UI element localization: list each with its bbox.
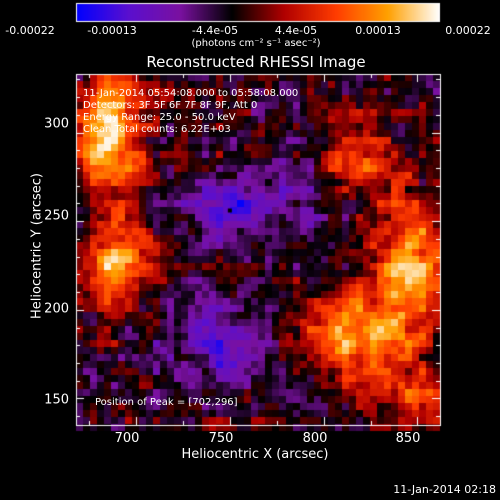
colorbar-unit-label: (photons cm⁻² s⁻¹ asec⁻²): [191, 38, 321, 49]
x-tick-700: 700: [114, 431, 140, 446]
annotation-energy-range: Energy Range: 25.0 - 50.0 keV: [83, 112, 236, 123]
x-axis-label: Heliocentric X (arcsec): [181, 447, 329, 462]
colorbar-tick-0: -0.00022: [5, 24, 55, 37]
annotation-time-range: 11-Jan-2014 05:54:08.000 to 05:58:08.000: [83, 88, 299, 99]
y-tick-150: 150: [44, 392, 69, 408]
colorbar-tick-1: -0.00013: [87, 24, 137, 37]
y-tick-250: 250: [44, 208, 69, 224]
x-tick-750: 750: [208, 431, 234, 446]
peak-position-label: Position of Peak = [702,296]: [95, 397, 238, 408]
y-tick-200: 200: [44, 301, 69, 317]
colorbar-tick-4: 0.00013: [355, 24, 401, 37]
colorbar-tick-2: -4.4e-05: [191, 24, 239, 37]
y-axis-label: Heliocentric Y (arcsec): [29, 173, 45, 319]
chart-title: Reconstructed RHESSI Image: [146, 53, 366, 71]
x-tick-850: 850: [395, 431, 421, 446]
annotation-counts: Clean Total counts: 6.22E+03: [83, 124, 231, 135]
footer-timestamp: 11-Jan-2014 02:18: [393, 483, 496, 496]
annotation-detectors: Detectors: 3F 5F 6F 7F 8F 9F, Att 0: [83, 100, 258, 111]
colorbar-tick-3: 4.4e-05: [274, 24, 318, 37]
y-tick-300: 300: [44, 116, 69, 132]
x-tick-800: 800: [302, 431, 328, 446]
colorbar-tick-5: 0.00022: [445, 24, 491, 37]
